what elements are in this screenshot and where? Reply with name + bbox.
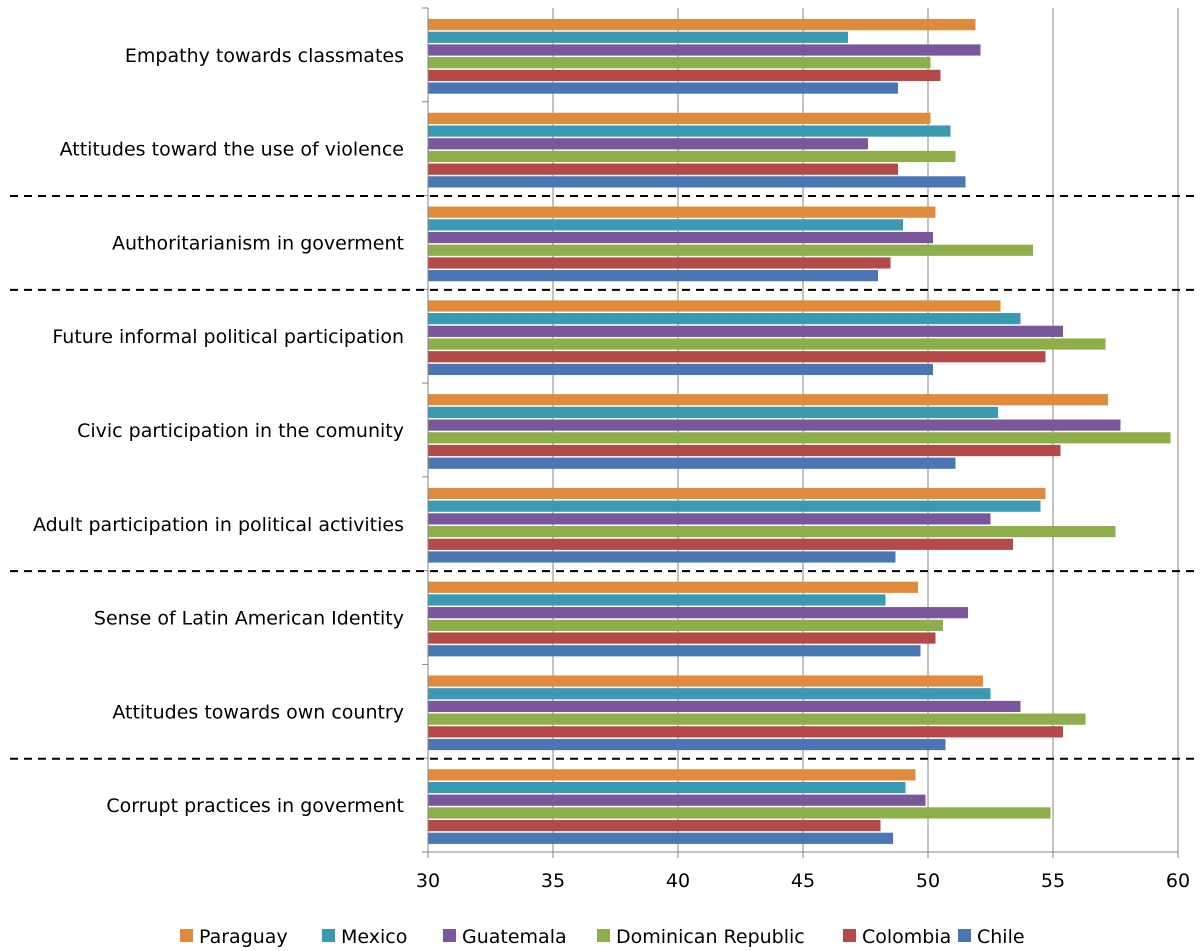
bar-dominican-republic-5 <box>428 525 1116 538</box>
bar-mexico-1 <box>428 125 951 137</box>
bar-paraguay-1 <box>428 112 931 124</box>
bar-colombia-4 <box>428 444 1061 457</box>
bar-dominican-republic-1 <box>428 150 956 163</box>
bar-colombia-6 <box>428 632 936 644</box>
legend-swatch-mexico <box>322 929 335 942</box>
category-label: Attitudes towards own country <box>112 701 404 723</box>
bar-chile-8 <box>428 832 893 844</box>
bar-guatemala-5 <box>428 513 991 525</box>
category-label: Corrupt practices in goverment <box>106 795 404 817</box>
bar-guatemala-3 <box>428 325 1063 337</box>
x-tick-label: 35 <box>541 870 565 892</box>
bar-paraguay-8 <box>428 769 916 781</box>
bar-dominican-republic-2 <box>428 244 1033 256</box>
bar-dominican-republic-3 <box>428 338 1106 350</box>
legend-label-mexico: Mexico <box>341 926 407 948</box>
category-label: Sense of Latin American Identity <box>94 608 404 630</box>
axes: 30 35 40 45 50 55 60 <box>416 7 1190 892</box>
bar-mexico-4 <box>428 406 998 419</box>
legend: Paraguay Mexico Guatemala Dominican Republi… <box>180 926 1025 948</box>
bar-chile-7 <box>428 738 946 751</box>
bar-guatemala-1 <box>428 138 868 150</box>
bar-paraguay-0 <box>428 19 976 31</box>
bar-dominican-republic-8 <box>428 807 1051 819</box>
bar-mexico-3 <box>428 313 1021 325</box>
bar-paraguay-3 <box>428 300 1001 312</box>
bar-chile-0 <box>428 82 898 94</box>
category-label: Civic participation in the comunity <box>77 420 404 442</box>
bar-paraguay-4 <box>428 394 1108 406</box>
bar-chile-4 <box>428 457 956 469</box>
x-tick-label: 55 <box>1041 870 1065 892</box>
legend-swatch-colombia <box>843 929 856 942</box>
category-label: Future informal political participation <box>52 326 404 348</box>
x-tick-label: 45 <box>791 870 815 892</box>
bar-chile-3 <box>428 363 933 376</box>
x-tick-label: 60 <box>1166 870 1190 892</box>
bar-colombia-8 <box>428 820 881 832</box>
bar-guatemala-0 <box>428 44 981 56</box>
bar-mexico-0 <box>428 31 848 43</box>
legend-label-colombia: Colombia <box>862 926 951 948</box>
legend-label-guatemala: Guatemala <box>462 926 567 948</box>
bar-guatemala-4 <box>428 419 1121 431</box>
legend-label-dominican-republic: Dominican Republic <box>616 926 805 948</box>
x-tick-label: 30 <box>416 870 440 892</box>
bar-guatemala-6 <box>428 607 968 619</box>
category-labels: Empathy towards classmates Attitudes towa… <box>33 45 404 817</box>
bar-mexico-5 <box>428 500 1041 512</box>
bar-dominican-republic-4 <box>428 432 1171 444</box>
legend-label-chile: Chile <box>977 926 1025 948</box>
bar-colombia-0 <box>428 69 941 81</box>
bar-mexico-8 <box>428 781 906 794</box>
bar-colombia-1 <box>428 163 898 175</box>
legend-swatch-guatemala <box>443 929 456 942</box>
bar-dominican-republic-0 <box>428 57 931 69</box>
legend-swatch-chile <box>958 929 971 942</box>
bar-chile-1 <box>428 176 966 188</box>
legend-label-paraguay: Paraguay <box>199 926 288 948</box>
bar-colombia-2 <box>428 257 891 269</box>
x-tick-label: 50 <box>916 870 940 892</box>
bar-paraguay-2 <box>428 206 936 218</box>
bars <box>428 19 1171 844</box>
category-label: Attitudes toward the use of violence <box>60 139 404 161</box>
bar-paraguay-5 <box>428 487 1046 500</box>
bar-mexico-6 <box>428 594 886 606</box>
category-label: Authoritarianism in goverment <box>112 232 404 254</box>
bar-colombia-5 <box>428 538 1013 550</box>
bar-paraguay-6 <box>428 581 918 593</box>
bar-paraguay-7 <box>428 675 983 687</box>
bar-chile-5 <box>428 551 896 563</box>
bar-guatemala-2 <box>428 231 933 244</box>
bar-guatemala-7 <box>428 700 1021 713</box>
bar-mexico-2 <box>428 219 903 231</box>
bar-colombia-3 <box>428 351 1046 363</box>
bar-dominican-republic-7 <box>428 713 1086 725</box>
legend-swatch-dominican-republic <box>597 929 610 942</box>
bar-chile-2 <box>428 270 878 282</box>
legend-swatch-paraguay <box>180 929 193 942</box>
category-label: Empathy towards classmates <box>125 45 404 67</box>
category-label: Adult participation in political activit… <box>33 514 404 536</box>
x-tick-label: 40 <box>666 870 690 892</box>
bar-guatemala-8 <box>428 794 926 806</box>
bar-dominican-republic-6 <box>428 619 943 631</box>
bar-chile-6 <box>428 645 921 657</box>
bar-colombia-7 <box>428 726 1063 738</box>
bar-mexico-7 <box>428 688 991 700</box>
group-separators <box>10 195 1195 760</box>
